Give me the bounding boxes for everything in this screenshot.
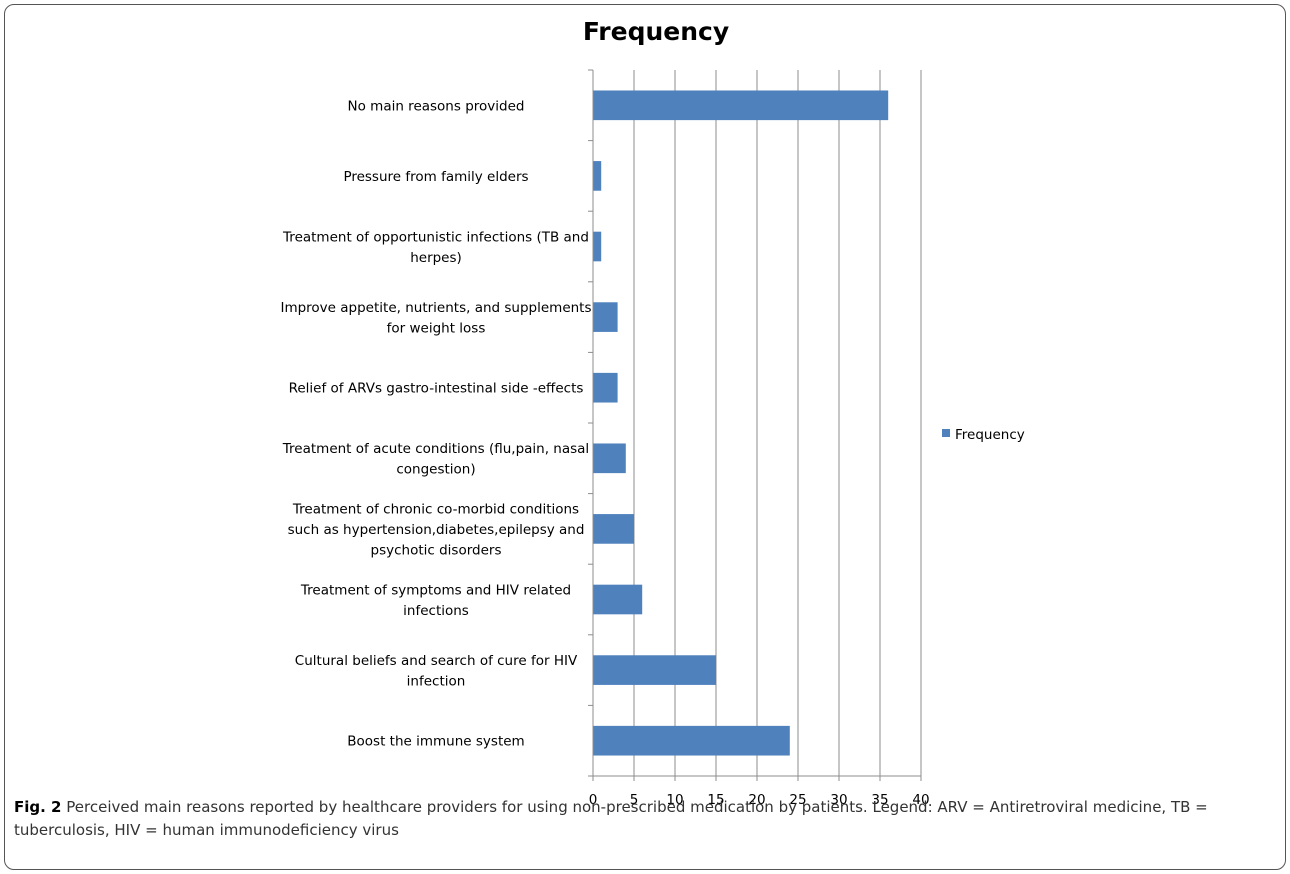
x-tick-label: 15 — [707, 792, 724, 808]
category-label: Cultural beliefs and search of cure for … — [295, 653, 578, 690]
legend-label: Frequency — [955, 427, 1025, 443]
x-tick-labels: 0 5 10 15 20 25 30 35 40 — [589, 792, 930, 808]
bar — [593, 584, 643, 615]
figure-frame — [4, 4, 1286, 870]
bar — [593, 655, 716, 685]
x-tick-label: 20 — [748, 792, 765, 808]
category-label: No main reasons provided — [348, 98, 525, 114]
chart-title: Frequency — [583, 17, 729, 46]
bar — [593, 90, 889, 121]
bars — [593, 90, 889, 756]
bar — [593, 725, 790, 756]
x-tick-label: 40 — [912, 792, 929, 808]
bar — [593, 514, 634, 544]
figure-caption: Fig. 2 Perceived main reasons reported b… — [14, 796, 1276, 842]
x-tick-label: 0 — [589, 792, 598, 808]
category-label: Treatment of chronic co-morbid condition… — [288, 501, 585, 558]
category-label: Treatment of symptoms and HIV related inf… — [300, 582, 571, 619]
x-tick-label: 30 — [830, 792, 847, 808]
caption-text: Perceived main reasons reported by healt… — [14, 798, 1208, 839]
caption-label: Fig. 2 — [14, 798, 62, 816]
category-label: Relief of ARVs gastro-intestinal side -e… — [289, 381, 584, 397]
x-tick-label: 25 — [789, 792, 806, 808]
legend-swatch — [942, 429, 950, 437]
bar — [593, 302, 618, 332]
axes — [588, 69, 922, 781]
bar — [593, 161, 602, 191]
x-tick-label: 10 — [666, 792, 683, 808]
category-label: Treatment of acute conditions (flu,pain,… — [282, 441, 589, 478]
category-label: Improve appetite, nutrients, and supplem… — [280, 300, 591, 337]
category-label: Boost the immune system — [347, 734, 524, 750]
x-tick-label: 5 — [630, 792, 639, 808]
legend: Frequency — [942, 427, 1025, 443]
category-label: Treatment of opportunistic infections (T… — [282, 229, 589, 266]
category-labels: No main reasons provided Pressure from fa… — [280, 98, 591, 749]
category-label: Pressure from family elders — [343, 169, 528, 185]
x-tick-label: 35 — [871, 792, 888, 808]
bar — [593, 443, 626, 474]
bar — [593, 231, 602, 262]
bar — [593, 372, 618, 403]
